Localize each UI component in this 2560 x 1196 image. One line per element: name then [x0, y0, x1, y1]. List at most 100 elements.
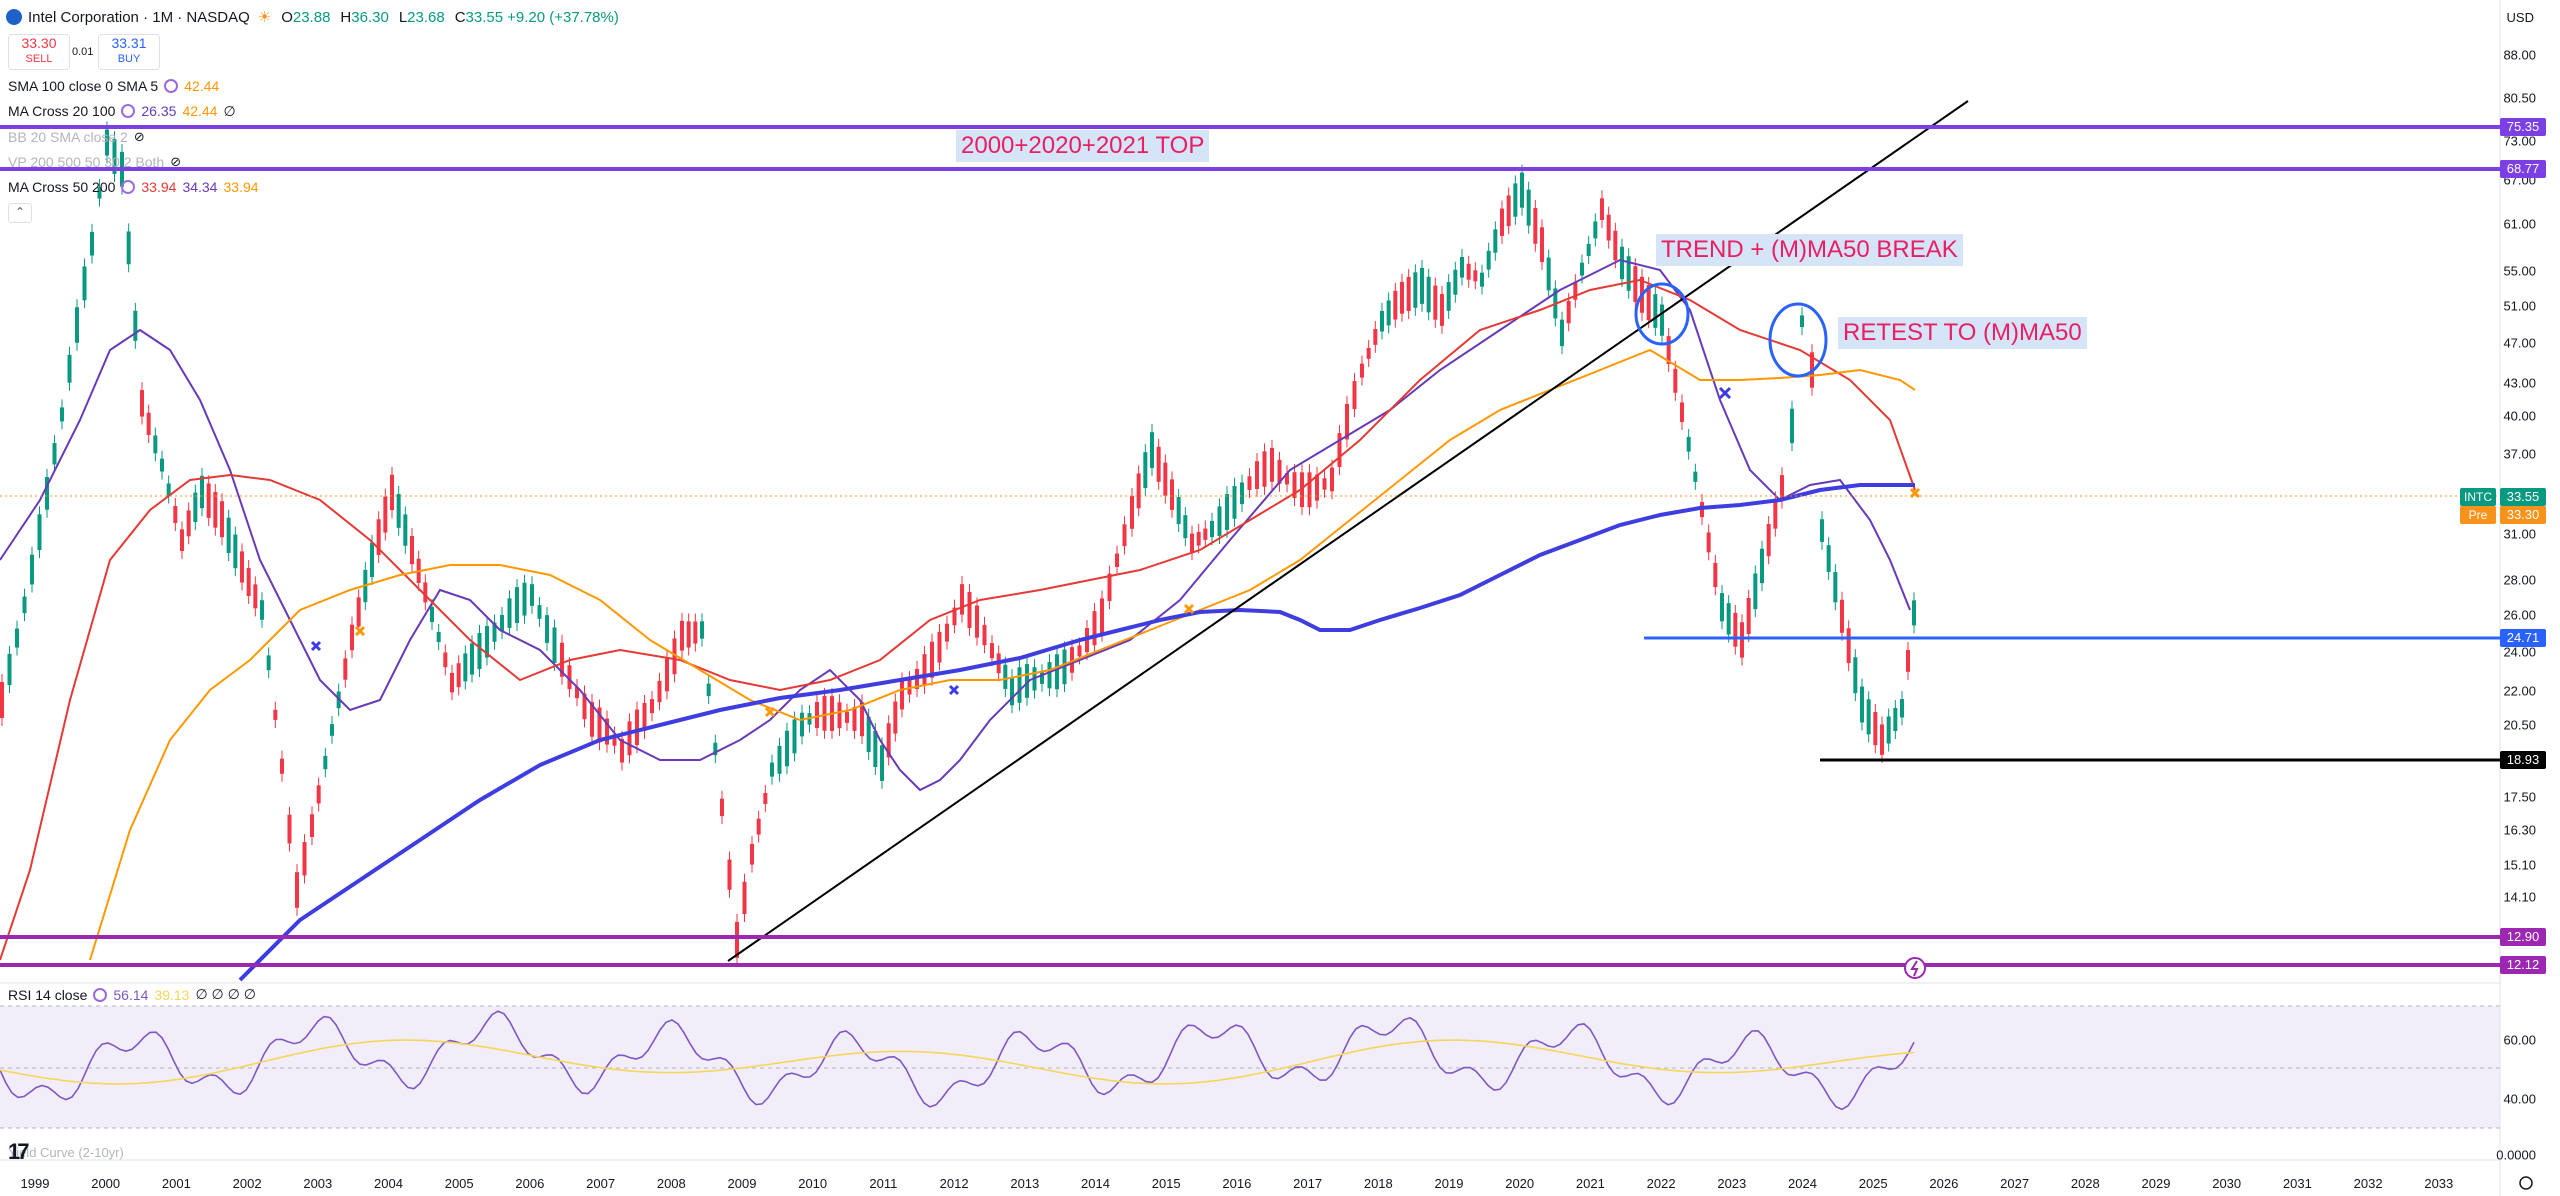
annotation-retest[interactable]: RETEST TO (M)MA50 — [1838, 317, 2087, 349]
candle-body — [777, 745, 782, 774]
candle-body — [1262, 451, 1267, 487]
candle-body — [530, 584, 534, 606]
price-badge-12-12[interactable]: 12.12 — [2500, 956, 2546, 974]
candle-body — [560, 642, 564, 677]
visibility-icon[interactable] — [121, 180, 136, 194]
candle-body — [470, 643, 474, 675]
candle-body — [1686, 436, 1691, 452]
candle-body — [590, 701, 594, 737]
hidden-eye-icon[interactable]: ⊘ — [170, 154, 182, 169]
close-value: 33.55 — [465, 8, 504, 26]
candle-body — [1800, 315, 1804, 328]
indicator-sma100[interactable]: SMA 100 close 0 SMA 5 42.44 — [8, 76, 219, 96]
retest-circle[interactable] — [1768, 302, 1828, 378]
candle-body — [515, 587, 519, 623]
candle-body — [922, 654, 927, 687]
indicator-ma-cross-50-200[interactable]: MA Cross 50 200 33.94 34.34 33.94 — [8, 177, 259, 197]
last-price-badge[interactable]: 33.55 — [2500, 488, 2546, 506]
candle-body — [477, 633, 482, 670]
candle-body — [860, 702, 864, 737]
pre-badge: Pre — [2460, 506, 2496, 524]
indicator-ma-cross-20-100[interactable]: MA Cross 20 100 26.35 42.44 ∅ — [8, 101, 236, 121]
time-tick: 2019 — [1434, 1176, 1464, 1191]
time-tick: 2018 — [1363, 1176, 1393, 1191]
candle-body — [1873, 712, 1878, 746]
currency-label[interactable]: USD — [2506, 10, 2534, 25]
price-tick: 24.00 — [2503, 644, 2536, 660]
candle-body — [1247, 476, 1252, 491]
price-tick: 28.00 — [2503, 572, 2536, 588]
price-badge-18[interactable]: 18.93 — [2500, 751, 2546, 769]
candle-body — [316, 785, 321, 804]
candle-body — [612, 734, 617, 746]
candle-body — [22, 596, 27, 614]
candle-body — [52, 443, 57, 465]
indicator-vp[interactable]: VP 200 500 50 30 2 Both ⊘ — [8, 152, 181, 172]
candle-body — [160, 458, 164, 472]
candle-body — [166, 483, 171, 496]
candle-body — [1406, 276, 1411, 312]
annotation-top[interactable]: 2000+2020+2021 TOP — [956, 130, 1210, 162]
time-tick: 2004 — [374, 1176, 403, 1191]
candle-body — [90, 231, 94, 256]
candle-body — [1886, 716, 1891, 744]
buy-button[interactable]: 33.31 BUY — [98, 34, 160, 70]
candle-body — [1500, 208, 1504, 236]
time-tick: 2002 — [232, 1176, 262, 1191]
candle-body — [1466, 263, 1471, 280]
candle-body — [1820, 519, 1824, 542]
candle-body — [173, 506, 178, 524]
candle-body — [67, 354, 72, 383]
rsi-band — [0, 1006, 2500, 1128]
indicator-value: 26.35 — [141, 103, 177, 119]
visibility-icon[interactable] — [164, 79, 179, 93]
candle-body — [893, 701, 898, 734]
symbol-title[interactable]: Intel Corporation · 1M · NASDAQ — [28, 8, 250, 26]
candle-body — [1446, 282, 1451, 311]
change-value: +9.20 (+37.78%) — [507, 8, 619, 26]
candle-body — [1366, 347, 1371, 359]
candle-body — [75, 307, 79, 343]
candle-body — [837, 702, 842, 729]
visibility-icon[interactable] — [121, 104, 136, 118]
candle-body — [1746, 598, 1751, 634]
hidden-eye-icon[interactable]: ⊘ — [133, 129, 145, 144]
candle-body — [693, 621, 698, 644]
candle-body — [1533, 207, 1538, 244]
candle-body — [1826, 545, 1831, 572]
buy-label: BUY — [117, 53, 141, 65]
ma-blue-line[interactable] — [238, 483, 1915, 982]
trend-break-circle[interactable] — [1634, 282, 1690, 346]
candle-body — [1860, 686, 1864, 723]
price-badge-68[interactable]: 68.77 — [2500, 160, 2546, 178]
price-badge-12-90[interactable]: 12.90 — [2500, 928, 2546, 946]
candle-body — [1426, 276, 1431, 313]
price-tick: 61.00 — [2503, 216, 2536, 232]
candle-body — [1400, 281, 1404, 314]
indicator-bb[interactable]: BB 20 SMA close 2 ⊘ — [8, 127, 145, 147]
candle-body — [396, 494, 401, 528]
candle-body — [1833, 572, 1838, 603]
time-tick: 2007 — [586, 1176, 616, 1191]
candle-body — [567, 665, 572, 690]
collapse-legend-button[interactable]: ⌃ — [8, 203, 32, 223]
candle-body — [1107, 573, 1112, 602]
visibility-icon[interactable] — [93, 987, 108, 1002]
candle-body — [582, 693, 587, 720]
pre-price-badge[interactable]: 33.30 — [2500, 506, 2546, 524]
annotation-trend-break[interactable]: TREND + (M)MA50 BREAK — [1656, 234, 1963, 266]
candle-body — [1633, 266, 1638, 302]
settings-icon[interactable] — [2519, 1176, 2533, 1190]
candle-body — [1480, 272, 1484, 287]
candle-body — [350, 624, 354, 651]
candle-body — [423, 582, 428, 603]
price-badge-24[interactable]: 24.71 — [2500, 629, 2546, 647]
sell-button[interactable]: 33.30 SELL — [8, 34, 70, 70]
open-value: 23.88 — [292, 8, 331, 26]
price-badge-75[interactable]: 75.35 — [2500, 118, 2546, 136]
rsi-legend[interactable]: RSI 14 close 56.14 39.13 ∅ ∅ ∅ ∅ — [8, 986, 256, 1003]
time-tick: 2031 — [2282, 1176, 2312, 1191]
time-tick: 2017 — [1293, 1176, 1323, 1191]
yield-curve-label[interactable]: Yield Curve (2-10yr) — [8, 1145, 124, 1160]
